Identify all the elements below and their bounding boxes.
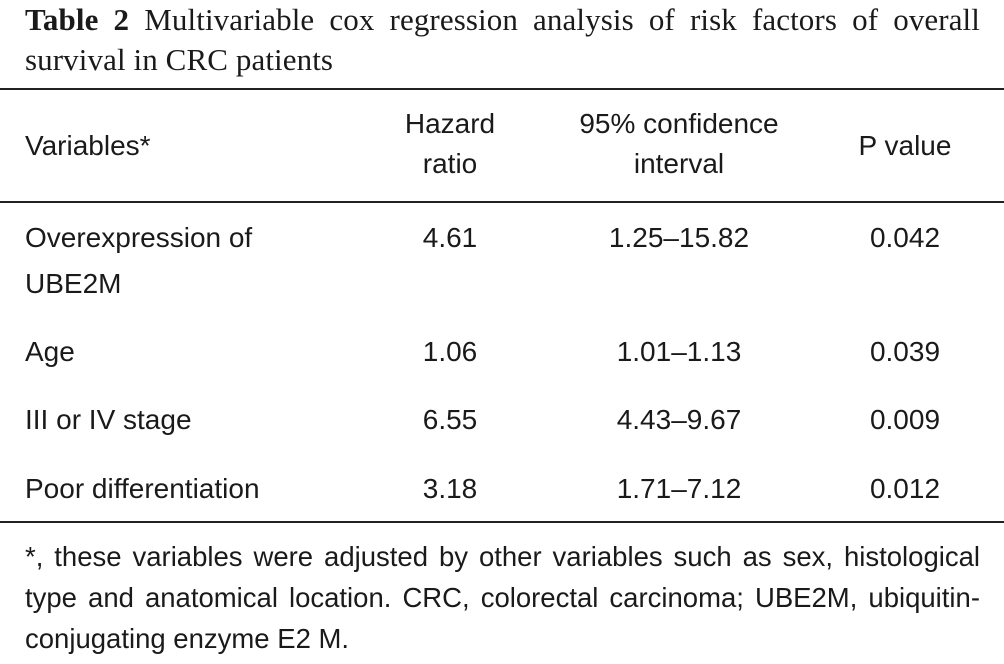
row-1-variable: Overexpression of — [25, 222, 253, 253]
row-2-variable: Age — [25, 336, 75, 367]
row-4-hazard-ratio: 3.18 — [422, 473, 478, 504]
row-3-hazard-ratio: 6.55 — [422, 404, 478, 435]
header-ci-line1: 95% confidence — [579, 108, 779, 139]
row-2-hazard-ratio: 1.06 — [422, 336, 478, 367]
header-variables: Variables* — [25, 130, 151, 161]
header-ci-line2: interval — [633, 148, 725, 179]
row-1-confidence-interval: 1.25–15.82 — [608, 222, 750, 253]
header-hazard-ratio-line1: Hazard — [404, 108, 496, 139]
table-top-rule — [0, 88, 1004, 90]
row-2-p-value: 0.039 — [869, 336, 941, 367]
header-hazard-ratio: Hazard ratio — [380, 104, 520, 184]
row-4-variable: Poor differentiation — [25, 473, 260, 504]
header-p-value: P value — [858, 130, 952, 161]
row-4-p-value: 0.012 — [869, 473, 941, 504]
table-bottom-rule — [0, 521, 1004, 523]
header-confidence-interval: 95% confidence interval — [540, 104, 818, 184]
row-1-variable-cont: UBE2M — [25, 268, 122, 299]
table-header-rule — [0, 201, 1004, 203]
row-3-confidence-interval: 4.43–9.67 — [616, 404, 742, 435]
table-caption: Table 2 Multivariable cox regression ana… — [25, 0, 980, 80]
table-caption-label: Table 2 — [25, 2, 130, 37]
row-1-hazard-ratio: 4.61 — [422, 222, 478, 253]
row-1-p-value: 0.042 — [869, 222, 941, 253]
row-2-confidence-interval: 1.01–1.13 — [616, 336, 742, 367]
table-caption-text: Multivariable cox regression analysis of… — [25, 2, 980, 77]
row-4-confidence-interval: 1.71–7.12 — [616, 473, 742, 504]
row-3-p-value: 0.009 — [869, 404, 941, 435]
table-footnote: *, these variables were adjusted by othe… — [25, 541, 980, 654]
row-3-variable: III or IV stage — [25, 404, 192, 435]
header-hazard-ratio-line2: ratio — [422, 148, 478, 179]
